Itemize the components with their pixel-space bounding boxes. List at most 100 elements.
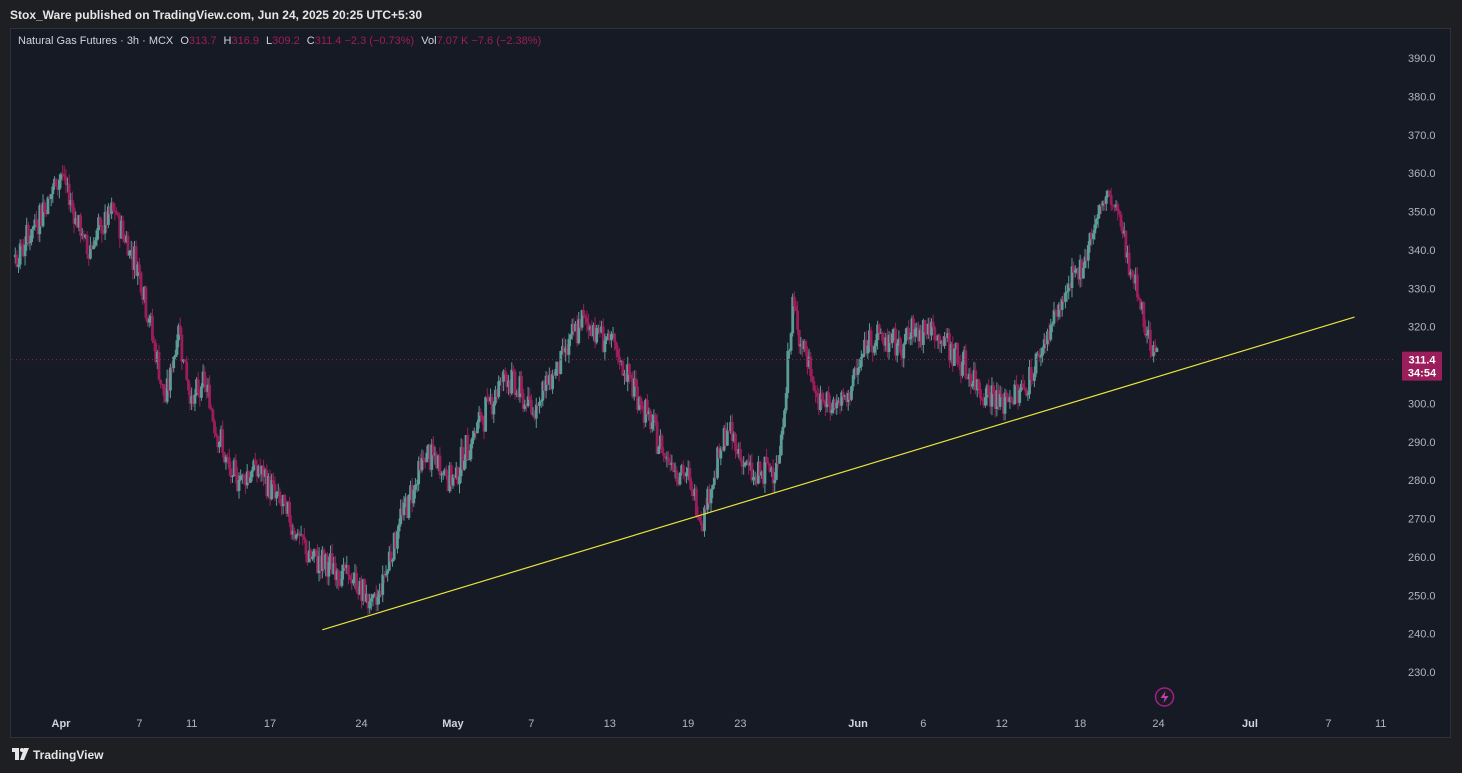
tradingview-logo-icon[interactable] xyxy=(12,748,30,760)
candle-body xyxy=(747,460,750,466)
candle-body xyxy=(828,404,832,413)
candle-body xyxy=(969,373,973,387)
candle-body xyxy=(33,219,37,227)
candle-body xyxy=(438,455,442,475)
y-tick-label: 250.0 xyxy=(1408,590,1436,602)
candle-body xyxy=(605,336,608,341)
candle-body xyxy=(662,452,666,456)
candle-body xyxy=(245,471,249,486)
candle-body xyxy=(244,478,247,486)
candle-body xyxy=(1001,397,1005,414)
candle-body xyxy=(1088,233,1092,246)
candle-body xyxy=(588,326,592,331)
candle-body xyxy=(1026,394,1030,396)
candle-body xyxy=(175,340,179,355)
candle-body xyxy=(964,350,968,379)
candle-body xyxy=(523,404,527,409)
x-tick-label: 24 xyxy=(1152,718,1164,730)
candle-body xyxy=(144,286,148,318)
candle-body xyxy=(1072,266,1076,273)
candle-body xyxy=(786,350,790,394)
candle-body xyxy=(748,462,752,466)
candle-body xyxy=(136,264,140,276)
candle-body xyxy=(123,239,127,243)
candle-body xyxy=(172,356,176,369)
candle-body xyxy=(585,317,589,323)
candle-body xyxy=(461,447,465,470)
candle-body xyxy=(180,334,184,362)
candle-body xyxy=(1131,271,1134,278)
candle-body xyxy=(848,393,852,400)
candle-body xyxy=(1155,348,1159,352)
candle-body xyxy=(758,461,762,476)
candle-body xyxy=(110,202,114,214)
candle-body xyxy=(796,310,799,330)
candle-body xyxy=(500,380,504,382)
candle-body xyxy=(431,444,435,456)
candle-body xyxy=(577,319,581,344)
candle-body xyxy=(551,373,555,390)
candle-body xyxy=(974,370,978,391)
candle-body xyxy=(304,539,308,555)
candle-body xyxy=(350,579,354,584)
candle-body xyxy=(495,389,499,397)
candle-body xyxy=(221,429,225,453)
candle-body xyxy=(463,460,466,470)
candle-body xyxy=(740,460,744,467)
candle-body xyxy=(214,433,218,436)
candle-body xyxy=(918,329,922,342)
candle-body xyxy=(704,507,708,510)
candle-body xyxy=(1073,270,1077,273)
candle-body xyxy=(977,379,981,390)
candle-body xyxy=(1036,353,1040,355)
y-tick-label: 330.0 xyxy=(1408,283,1436,295)
candle-body xyxy=(770,467,773,472)
candle-body xyxy=(224,456,228,463)
candle-body xyxy=(276,491,280,493)
candle-body xyxy=(1015,384,1018,386)
candle-body xyxy=(1082,267,1085,279)
candle-body xyxy=(773,479,777,484)
candle-body xyxy=(433,453,437,456)
footer: TradingView xyxy=(0,738,1462,773)
candle-body xyxy=(675,470,679,482)
y-tick-label: 370.0 xyxy=(1408,130,1436,142)
candle-body xyxy=(126,235,130,256)
legend-symbol[interactable]: Natural Gas Futures · 3h · MCX xyxy=(18,35,174,47)
candle-body xyxy=(382,574,386,576)
candle-body xyxy=(31,226,35,230)
candle-body xyxy=(1108,191,1111,196)
candle-body xyxy=(467,459,471,461)
candle-body xyxy=(871,346,875,353)
candle-body xyxy=(600,326,604,333)
candle-body xyxy=(271,480,275,485)
candle-body xyxy=(943,336,946,346)
candle-body xyxy=(54,178,58,187)
candle-body xyxy=(802,341,806,349)
candle-body xyxy=(753,477,757,479)
candle-body xyxy=(1018,390,1022,403)
candle-body xyxy=(703,507,706,531)
footer-brand[interactable]: TradingView xyxy=(33,748,104,762)
candle-body xyxy=(520,376,523,394)
candle-body xyxy=(356,591,360,595)
candle-body xyxy=(887,334,891,353)
candle-body xyxy=(201,371,205,387)
candle-body xyxy=(1054,310,1058,312)
candle-body xyxy=(415,484,419,486)
chart-frame[interactable] xyxy=(10,28,1451,738)
legend-low-label: L xyxy=(266,35,273,47)
candle-body xyxy=(660,435,664,453)
flash-event-icon[interactable] xyxy=(1154,687,1175,707)
x-tick-label: 24 xyxy=(355,718,367,730)
candle-body xyxy=(912,318,915,337)
candle-body xyxy=(53,178,56,187)
candle-body xyxy=(1114,204,1118,208)
candle-body xyxy=(309,550,313,559)
candle-body xyxy=(320,549,324,571)
x-tick-label: 23 xyxy=(734,718,746,730)
candle-body xyxy=(489,397,492,402)
candle-body xyxy=(459,447,463,477)
y-tick-label: 240.0 xyxy=(1408,629,1436,641)
